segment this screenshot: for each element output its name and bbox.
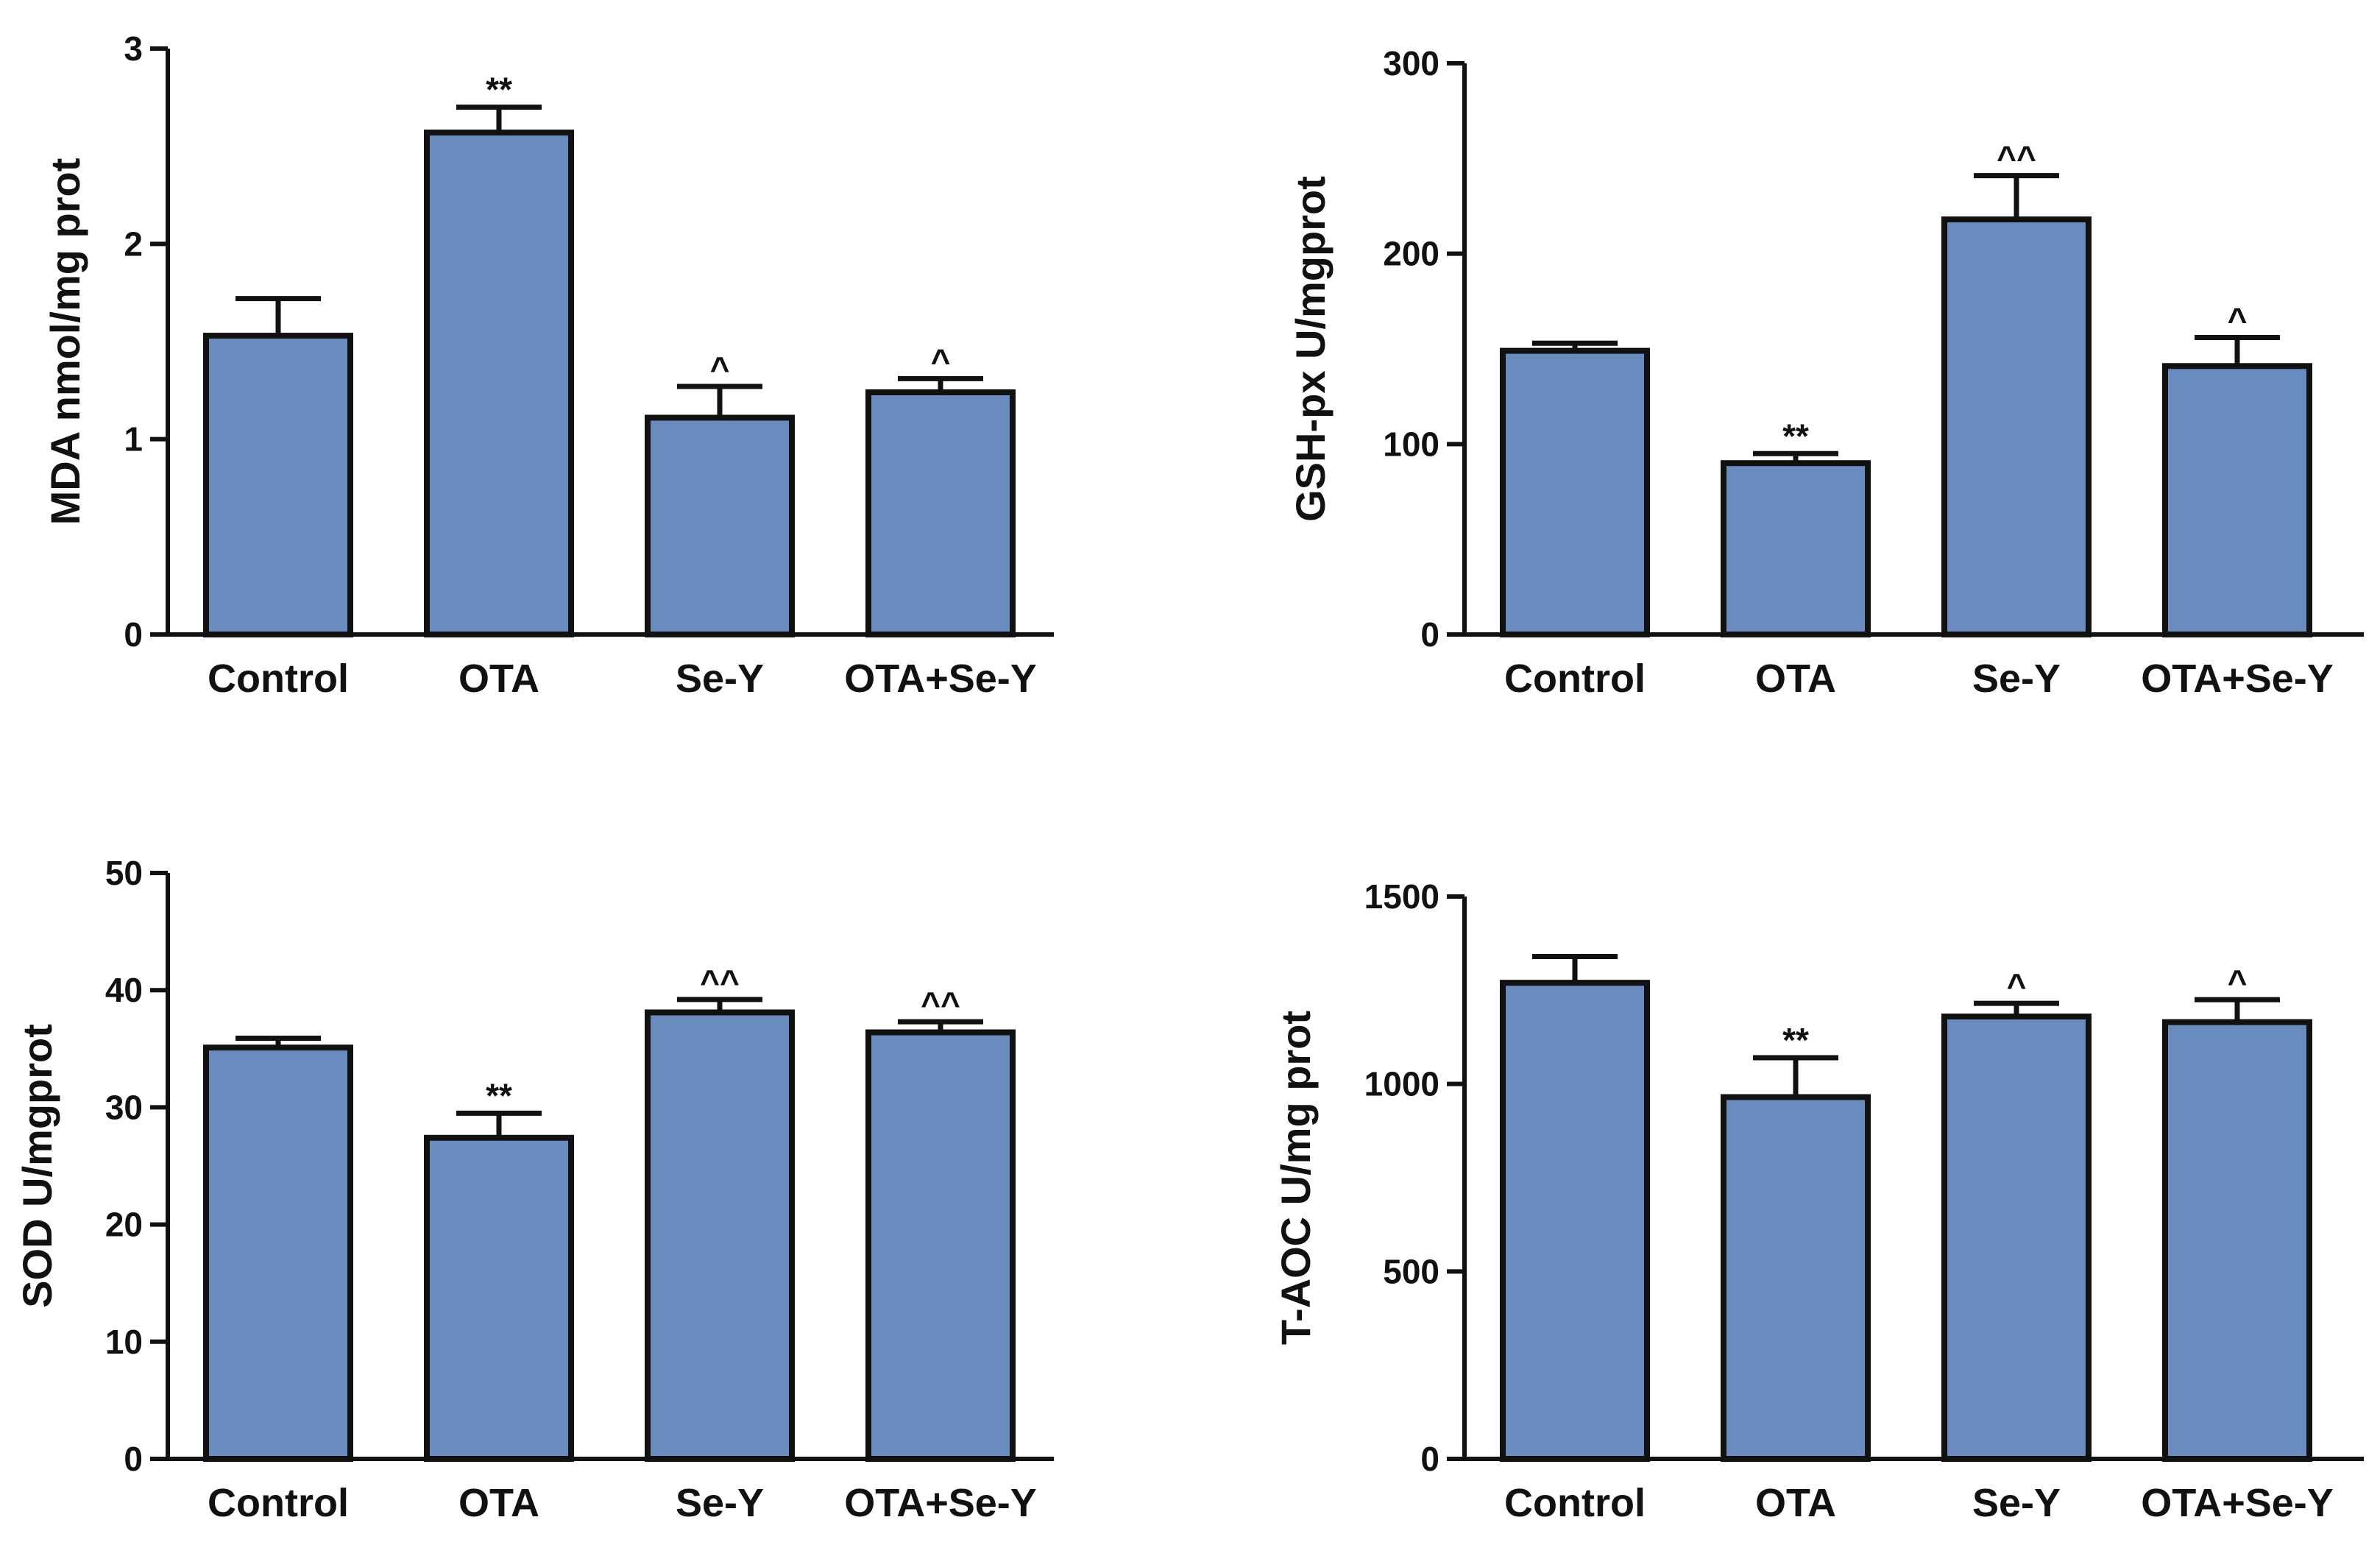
- chart3-y-tick-label: 40: [105, 971, 143, 1009]
- chart3-bar-control: [203, 1044, 353, 1462]
- chart1-y-tick-label: 1: [124, 420, 143, 459]
- chart3-y-tick-label: 0: [124, 1440, 143, 1478]
- chart4-y-tick-label: 1000: [1364, 1065, 1439, 1103]
- chart1-x-tick-label: Se-Y: [676, 657, 764, 701]
- chart3-significance-mark: ^^: [921, 985, 960, 1023]
- chart2-significance-mark: **: [1782, 417, 1809, 455]
- chart3-y-axis-label: SOD U/mgprot: [14, 1024, 60, 1308]
- chart2-y-tick-label: 200: [1383, 235, 1439, 273]
- chart3-x-tick-label: Se-Y: [676, 1481, 764, 1525]
- chart3-y-tick-label: 30: [105, 1088, 143, 1126]
- chart4-y-axis-label: T-AOC U/mg prot: [1272, 1011, 1319, 1345]
- chart4-bar-control: [1500, 980, 1650, 1462]
- chart3-x-tick-label: OTA+Se-Y: [844, 1481, 1037, 1525]
- chart2-bar-control: [1500, 347, 1650, 637]
- chart4-x-tick-label: OTA: [1755, 1481, 1836, 1525]
- chart3-y-tick-label: 10: [105, 1323, 143, 1361]
- chart1-y-axis-label: MDA nmol/mg prot: [42, 158, 88, 526]
- chart4-bar-se-y: [1941, 1013, 2092, 1462]
- chart1-significance-mark: ^: [710, 350, 730, 388]
- chart1-bar-se-y: [645, 414, 795, 637]
- chart3-bar-se-y: [645, 1009, 795, 1462]
- chart4-significance-mark: **: [1782, 1021, 1809, 1059]
- chart1-significance-mark: **: [486, 71, 512, 109]
- chart3-y-tick-label: 20: [105, 1206, 143, 1244]
- chart4-significance-mark: ^: [2007, 966, 2027, 1005]
- chart3-significance-mark: ^^: [700, 963, 740, 1001]
- chart2-x-tick-label: Se-Y: [1972, 657, 2061, 701]
- chart1-significance-mark: ^: [931, 342, 951, 380]
- chart3-y-tick-label: 50: [105, 854, 143, 892]
- chart4-x-tick-label: Control: [1504, 1481, 1646, 1525]
- chart2-bar-ota: [1721, 460, 1871, 638]
- chart1-bar-control: [203, 333, 353, 637]
- chart3-bar-ota-se-y: [865, 1029, 1016, 1462]
- chart3-bar-ota: [424, 1134, 574, 1462]
- chart1-x-tick-label: OTA: [458, 657, 539, 701]
- chart4-x-tick-label: Se-Y: [1972, 1481, 2061, 1525]
- chart2-y-tick-label: 300: [1383, 44, 1439, 82]
- chart2-y-tick-label: 0: [1420, 615, 1439, 654]
- chart2-significance-mark: ^: [2228, 300, 2248, 339]
- chart1-y-tick-label: 0: [124, 615, 143, 654]
- chart2-x-tick-label: OTA: [1755, 657, 1836, 701]
- chart4-significance-mark: ^: [2228, 963, 2248, 1001]
- chart4-bar-ota: [1721, 1094, 1871, 1462]
- chart2-bar-ota-se-y: [2162, 363, 2312, 637]
- chart2-y-tick-label: 100: [1383, 425, 1439, 463]
- chart1-y-tick-label: 3: [124, 29, 143, 68]
- chart3-x-tick-label: Control: [208, 1481, 349, 1525]
- chart1-bar-ota-se-y: [865, 389, 1016, 638]
- chart2-y-axis-label: GSH-px U/mgprot: [1287, 176, 1334, 522]
- chart2-x-tick-label: Control: [1504, 657, 1646, 701]
- chart1-bar-ota: [424, 130, 574, 638]
- chart2-x-tick-label: OTA+Se-Y: [2141, 657, 2334, 701]
- chart3-significance-mark: **: [486, 1076, 512, 1114]
- chart3-x-tick-label: OTA: [458, 1481, 539, 1525]
- chart2-bar-se-y: [1941, 216, 2092, 637]
- chart1-y-tick-label: 2: [124, 224, 143, 263]
- chart4-y-tick-label: 1500: [1364, 877, 1439, 916]
- chart4-x-tick-label: OTA+Se-Y: [2141, 1481, 2334, 1525]
- chart4-y-tick-label: 500: [1383, 1252, 1439, 1290]
- chart4-bar-ota-se-y: [2162, 1019, 2312, 1463]
- chart1-x-tick-label: Control: [208, 657, 349, 701]
- chart2-significance-mark: ^^: [1997, 139, 2036, 177]
- chart4-y-tick-label: 0: [1420, 1440, 1439, 1478]
- chart1-x-tick-label: OTA+Se-Y: [844, 657, 1037, 701]
